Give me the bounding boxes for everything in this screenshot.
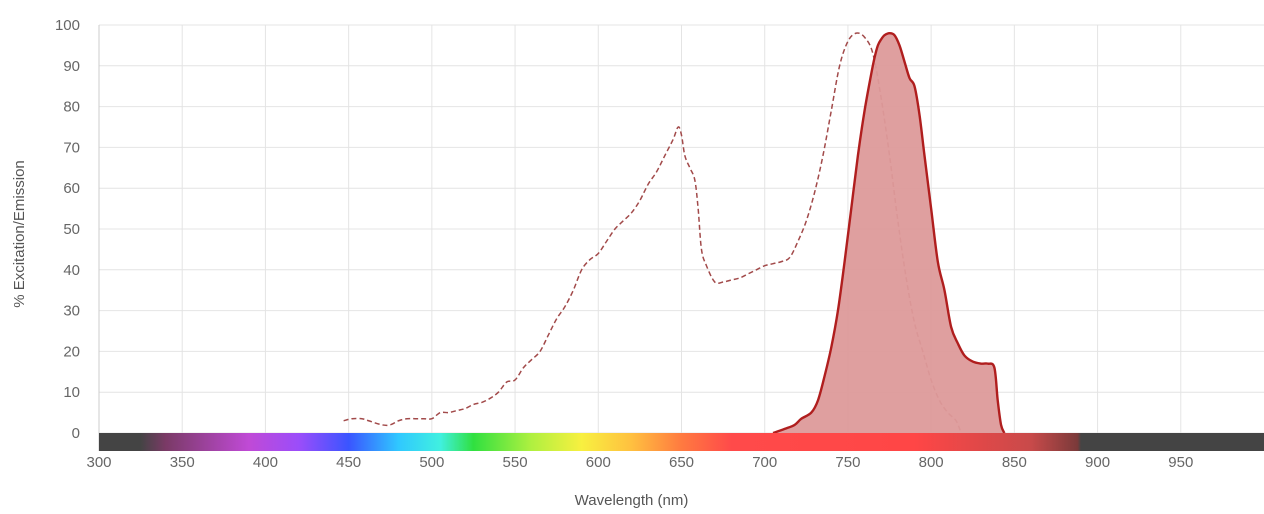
x-tick-label: 400: [253, 454, 278, 471]
x-tick-label: 850: [1002, 454, 1027, 471]
x-tick-labels: 300 350 400 450 500 550 600 650 700 750 800 850 900 9…: [86, 454, 1193, 471]
y-tick-label: 80: [63, 99, 80, 116]
series-layer: [343, 31, 1006, 435]
y-tick-label: 40: [63, 262, 80, 279]
x-tick-label: 300: [86, 454, 111, 471]
x-tick-label: 600: [586, 454, 611, 471]
x-tick-label: 800: [919, 454, 944, 471]
x-tick-label: 450: [336, 454, 361, 471]
x-tick-label: 650: [669, 454, 694, 471]
y-axis-title: % Excitation/Emission: [11, 160, 28, 308]
y-tick-label: 90: [63, 58, 80, 75]
y-tick-label: 60: [63, 180, 80, 197]
y-tick-label: 0: [72, 425, 80, 442]
y-tick-label: 50: [63, 221, 80, 238]
y-tick-label: 30: [63, 303, 80, 320]
y-tick-label: 100: [55, 17, 80, 34]
y-tick-label: 70: [63, 139, 80, 156]
y-tick-label: 10: [63, 384, 80, 401]
y-tick-label: 20: [63, 343, 80, 360]
y-tick-labels: 0 10 20 30 40 50 60 70 80 90 100: [55, 17, 80, 442]
x-tick-label: 350: [170, 454, 195, 471]
x-tick-label: 700: [752, 454, 777, 471]
x-tick-label: 550: [503, 454, 528, 471]
x-tick-label: 500: [419, 454, 444, 471]
grid-lines: [98, 24, 1264, 451]
x-tick-label: 950: [1168, 454, 1193, 471]
x-axis-title: Wavelength (nm): [575, 492, 689, 509]
wavelength-spectrum-bar: [99, 433, 1264, 451]
x-tick-label: 750: [835, 454, 860, 471]
x-tick-label: 900: [1085, 454, 1110, 471]
emission-area-fill: [773, 33, 1005, 433]
emission-series-line: [772, 31, 1006, 435]
excitation-series-line: [343, 32, 962, 434]
